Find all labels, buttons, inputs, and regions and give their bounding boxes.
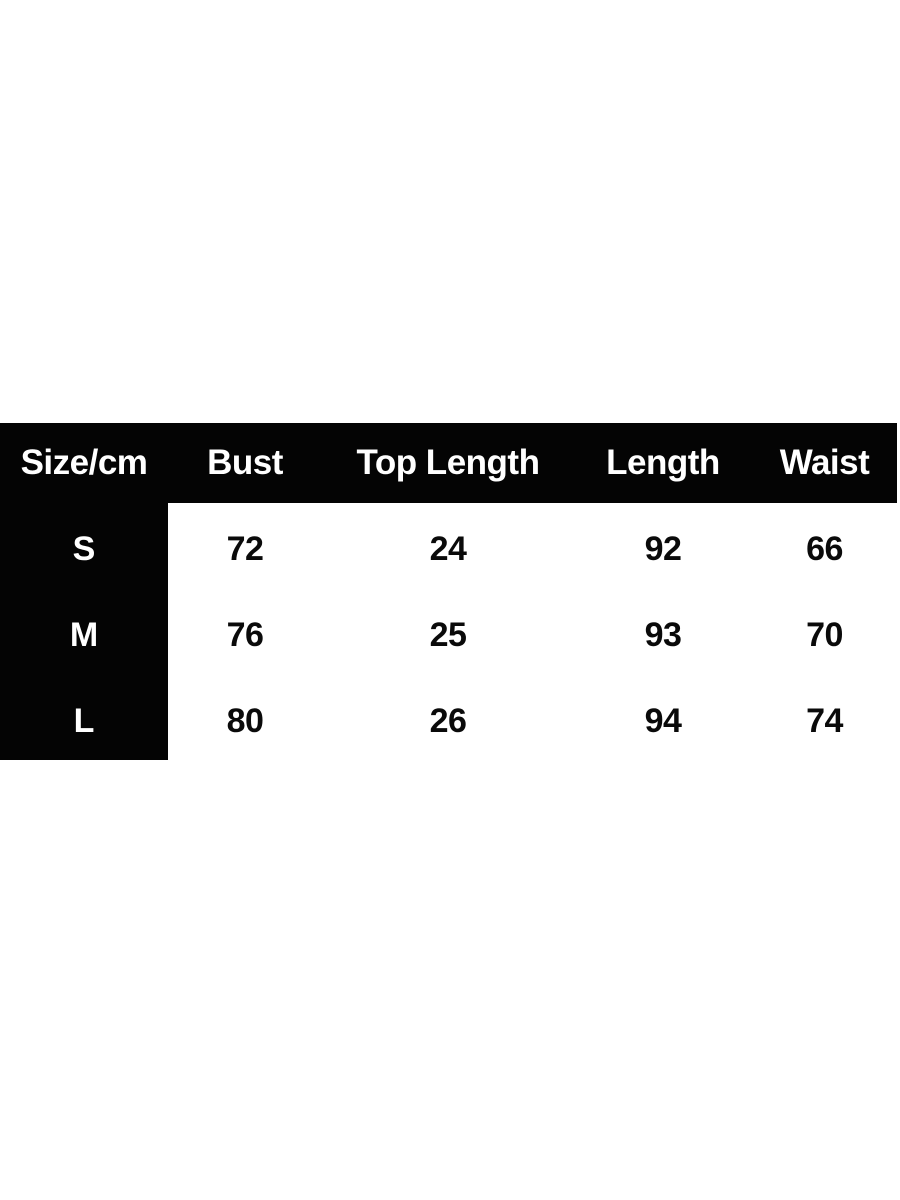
cell-s-bust: 72	[168, 503, 322, 589]
cell-s-length: 92	[574, 503, 752, 589]
cell-m-bust: 76	[168, 588, 322, 675]
column-header-length: Length	[574, 423, 752, 503]
column-header-top-length: Top Length	[322, 423, 574, 503]
cell-m-top-length: 25	[322, 588, 574, 675]
row-label-m: M	[0, 588, 168, 675]
cell-m-length: 93	[574, 588, 752, 675]
size-chart-table: Size/cm Bust Top Length Length Waist S 7…	[0, 423, 897, 760]
cell-m-waist: 70	[752, 588, 897, 675]
cell-l-bust: 80	[168, 674, 322, 760]
row-label-s: S	[0, 503, 168, 589]
cell-s-top-length: 24	[322, 503, 574, 589]
cell-l-waist: 74	[752, 674, 897, 760]
cell-s-waist: 66	[752, 503, 897, 589]
column-header-bust: Bust	[168, 423, 322, 503]
column-header-size-cm: Size/cm	[0, 423, 168, 503]
cell-l-length: 94	[574, 674, 752, 760]
column-header-waist: Waist	[752, 423, 897, 503]
row-label-l: L	[0, 674, 168, 760]
cell-l-top-length: 26	[322, 674, 574, 760]
